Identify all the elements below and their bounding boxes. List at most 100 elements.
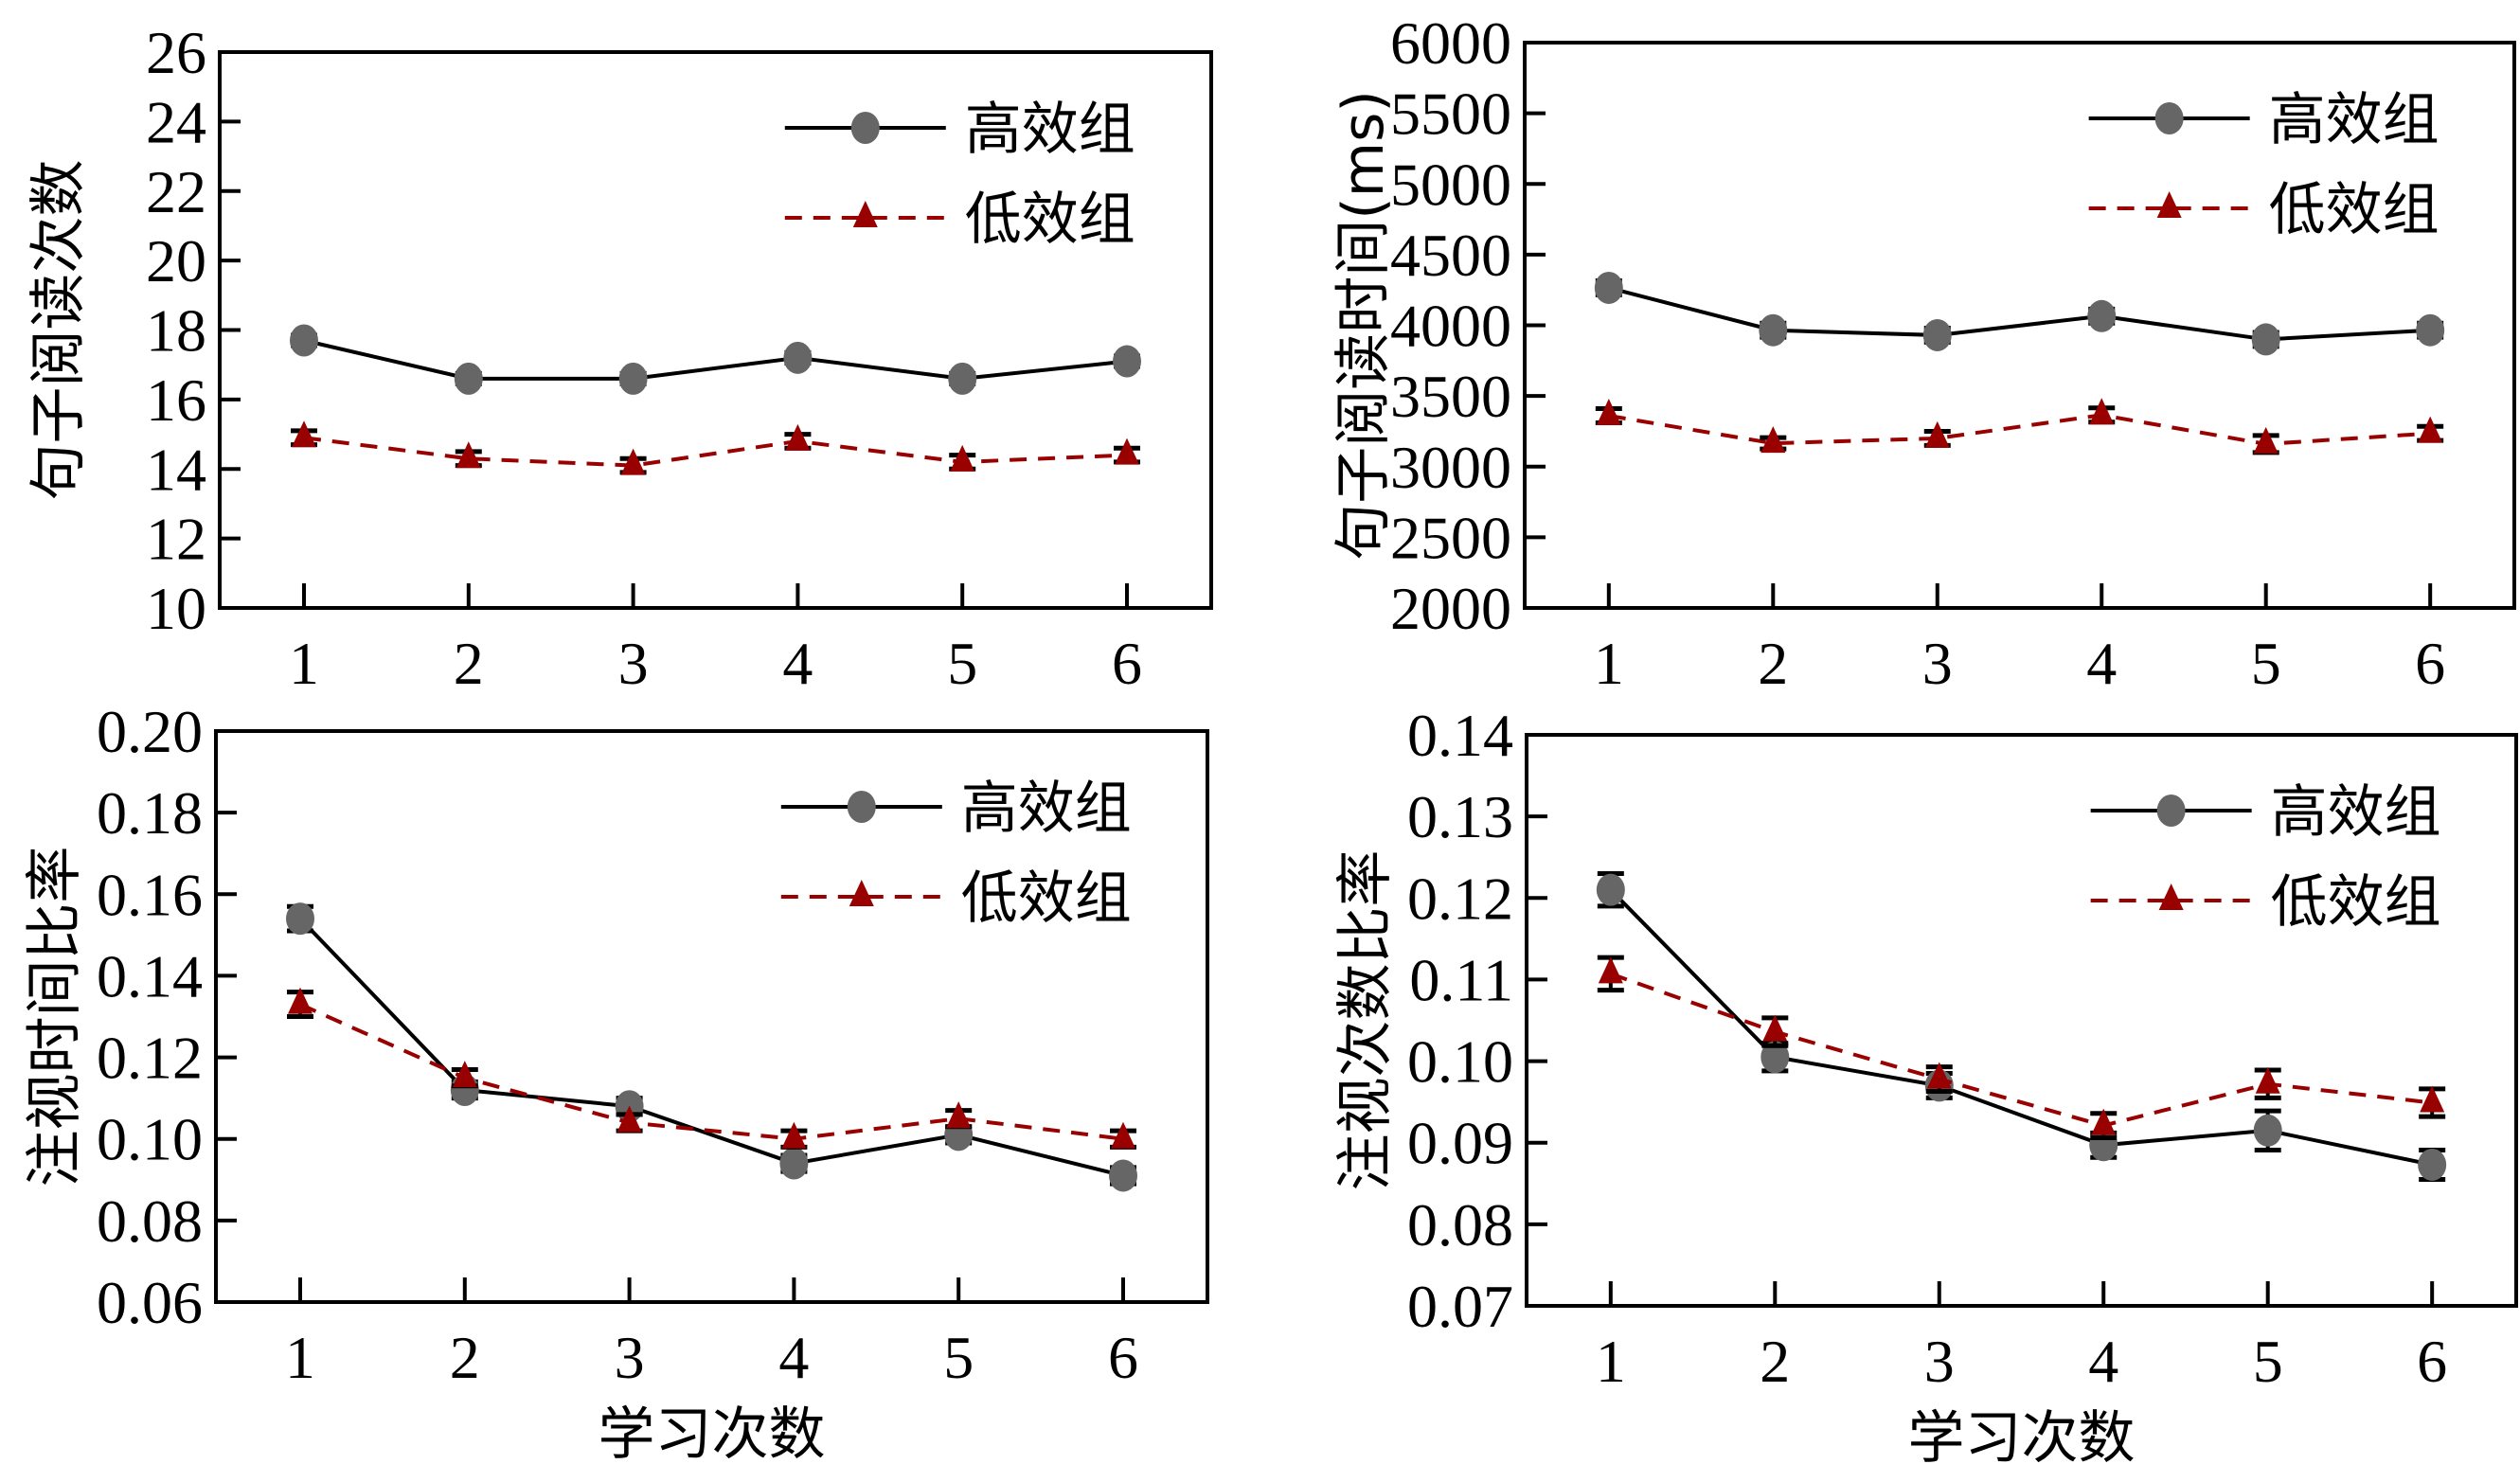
x-tick-label: 1 — [289, 630, 319, 697]
legend-label: 低效组 — [961, 866, 1132, 932]
x-tick-label: 6 — [1112, 630, 1142, 697]
legend-marker-triangle-icon — [849, 880, 874, 906]
x-tick-label: 2 — [1758, 630, 1788, 697]
data-point — [1598, 956, 1623, 984]
legend-label: 高效组 — [2271, 779, 2441, 846]
data-point — [1596, 399, 1621, 426]
legend-marker-circle-icon — [850, 112, 880, 144]
data-point — [456, 441, 481, 469]
y-tick-label: 6000 — [1390, 9, 1511, 77]
data-point — [454, 362, 483, 395]
data-point — [1594, 271, 1623, 304]
y-axis-title: 句子阅读时间(ms) — [1331, 90, 1397, 561]
legend-label: 低效组 — [965, 187, 1135, 253]
y-tick-label: 10 — [146, 575, 206, 642]
data-point — [783, 341, 813, 374]
series-low-efficiency — [290, 420, 1141, 475]
legend-label: 高效组 — [2269, 87, 2440, 153]
series-line — [303, 338, 1128, 381]
data-point — [2416, 313, 2445, 347]
data-point — [452, 1061, 477, 1088]
legend-label: 高效组 — [965, 97, 1135, 163]
data-point — [287, 987, 313, 1014]
series-high-efficiency — [1594, 271, 2445, 356]
x-tick-label: 1 — [1596, 1328, 1626, 1395]
y-tick-label: 0.16 — [97, 861, 203, 928]
data-point — [1113, 345, 1142, 378]
data-point — [617, 1105, 642, 1133]
legend-marker-triangle-icon — [852, 201, 878, 227]
data-point — [289, 324, 318, 357]
data-point — [1762, 1014, 1788, 1042]
data-point — [2091, 1108, 2117, 1135]
legend-marker-circle-icon — [2156, 794, 2186, 827]
x-tick-label: 2 — [454, 630, 484, 697]
data-point — [620, 448, 646, 475]
data-point — [785, 423, 811, 451]
x-tick-label: 6 — [2417, 1328, 2447, 1395]
y-tick-label: 14 — [146, 436, 206, 503]
data-point — [1924, 420, 1950, 448]
data-point — [1111, 1121, 1136, 1149]
series-high-efficiency — [289, 324, 1142, 395]
y-tick-label: 2500 — [1390, 504, 1511, 571]
plot-frame — [1525, 733, 2518, 1308]
x-tick-label: 2 — [450, 1324, 480, 1391]
y-tick-label: 0.12 — [97, 1025, 203, 1092]
y-tick-label: 0.06 — [97, 1269, 203, 1336]
series-low-efficiency — [286, 987, 1137, 1150]
data-point — [285, 902, 314, 936]
data-point — [1115, 437, 1140, 465]
data-point — [1922, 318, 1952, 351]
series-line — [1608, 286, 2431, 342]
x-tick-label: 1 — [1594, 630, 1624, 697]
series-line — [299, 1002, 1124, 1141]
y-tick-label: 0.08 — [97, 1187, 203, 1255]
y-tick-label: 18 — [146, 297, 206, 365]
y-axis-title: 句子阅读次数 — [26, 160, 92, 501]
legend-marker-triangle-icon — [2156, 191, 2182, 218]
y-tick-label: 0.18 — [97, 779, 203, 847]
y-tick-label: 0.07 — [1407, 1273, 1513, 1340]
y-tick-label: 0.20 — [97, 698, 203, 765]
data-point — [1109, 1159, 1138, 1192]
y-tick-label: 0.12 — [1407, 865, 1513, 932]
x-tick-label: 5 — [2251, 630, 2281, 697]
data-point — [946, 1101, 972, 1129]
x-tick-label: 3 — [1922, 630, 1953, 697]
y-tick-label: 0.10 — [97, 1106, 203, 1173]
y-tick-label: 20 — [146, 227, 206, 295]
y-tick-label: 2000 — [1390, 575, 1511, 642]
data-point — [781, 1121, 807, 1149]
x-tick-label: 5 — [943, 1324, 974, 1391]
legend-marker-circle-icon — [2154, 102, 2184, 134]
data-point — [2089, 398, 2115, 425]
x-tick-label: 6 — [2415, 630, 2445, 697]
y-axis-title: 注视时间比率 — [22, 847, 88, 1187]
y-tick-label: 0.10 — [1407, 1028, 1513, 1096]
chart-panel-bottom-right: 0.07 0.08 0.09 0.10 0.11 0.12 0.13 0.14 1 2 3 4 5 6 注视… — [1332, 702, 2518, 1464]
y-tick-label: 0.14 — [1407, 702, 1513, 769]
data-point — [2418, 1148, 2447, 1181]
plot-frame — [214, 729, 1209, 1304]
data-point — [618, 362, 648, 395]
x-tick-label: 5 — [947, 630, 977, 697]
series-line — [298, 917, 1124, 1178]
series-line — [1609, 888, 2433, 1167]
y-tick-label: 5000 — [1390, 151, 1511, 218]
y-tick-label: 0.13 — [1407, 783, 1513, 850]
data-point — [2418, 416, 2443, 443]
y-tick-label: 24 — [146, 88, 206, 155]
legend-label: 低效组 — [2271, 869, 2441, 936]
x-tick-label: 4 — [778, 1324, 809, 1391]
series-line — [1610, 972, 2433, 1128]
data-point — [2253, 426, 2279, 454]
y-tick-label: 5500 — [1390, 80, 1511, 148]
x-tick-label: 3 — [618, 630, 649, 697]
x-axis-title: 学习次数 — [1908, 1405, 2136, 1464]
legend-label: 高效组 — [961, 776, 1132, 842]
